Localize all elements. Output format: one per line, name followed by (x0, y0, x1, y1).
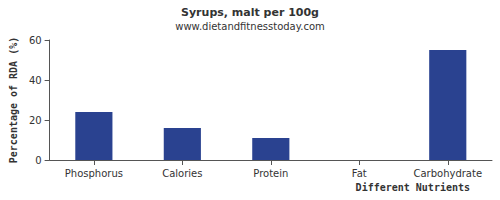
svg-text:Fat: Fat (352, 168, 367, 179)
svg-text:Phosphorus: Phosphorus (65, 168, 123, 179)
svg-text:www.dietandfitnesstoday.com: www.dietandfitnesstoday.com (175, 21, 324, 32)
svg-text:40: 40 (29, 75, 42, 86)
svg-text:Different Nutrients: Different Nutrients (356, 182, 470, 193)
svg-text:0: 0 (35, 155, 41, 166)
svg-text:Carbohydrate: Carbohydrate (413, 168, 482, 179)
svg-text:Percentage of RDA (%): Percentage of RDA (%) (8, 37, 19, 163)
svg-text:60: 60 (29, 35, 42, 46)
svg-text:Syrups, malt per 100g: Syrups, malt per 100g (181, 6, 319, 19)
svg-text:Calories: Calories (162, 168, 202, 179)
svg-text:20: 20 (29, 115, 42, 126)
svg-text:Protein: Protein (253, 168, 288, 179)
